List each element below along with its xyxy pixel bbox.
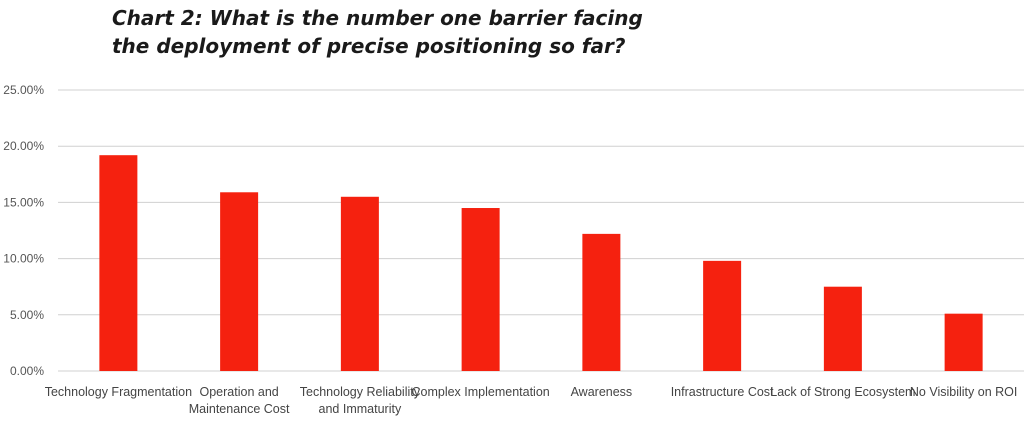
chart-title-line-2: the deployment of precise positioning so… <box>112 34 626 58</box>
bar <box>944 313 983 371</box>
x-tick-label: Technology Reliability and Immaturity <box>300 385 421 416</box>
x-tick-label: Complex Implementation <box>411 385 549 399</box>
x-tick-label: No Visibility on ROI <box>910 385 1017 399</box>
bar <box>461 208 500 371</box>
y-tick-label: 5.00% <box>10 308 44 322</box>
x-tick-label: Awareness <box>571 385 633 399</box>
x-tick-label: Technology Fragmentation <box>45 385 192 399</box>
y-tick-label: 20.00% <box>3 139 44 153</box>
x-axis-labels: Technology Fragmentation Operation and Mai… <box>45 385 1018 416</box>
chart-title-line-1: Chart 2: What is the number one barrier … <box>112 6 643 30</box>
bar <box>582 233 621 371</box>
bar <box>99 155 138 371</box>
x-tick-label: Infrastructure Cost <box>671 385 774 399</box>
x-tick-label: Operation and Maintenance Cost <box>189 385 290 416</box>
y-tick-label: 10.00% <box>3 252 44 266</box>
y-tick-label: 25.00% <box>3 83 44 97</box>
bar <box>703 260 742 371</box>
bars <box>99 155 983 371</box>
y-axis-ticks: 0.00% 5.00% 10.00% 15.00% 20.00% 25.00% <box>3 83 44 378</box>
chart-title: Chart 2: What is the number one barrier … <box>112 4 643 60</box>
bar <box>823 286 862 371</box>
y-tick-label: 15.00% <box>3 195 44 209</box>
y-tick-label: 0.00% <box>10 364 44 378</box>
bar <box>220 192 259 371</box>
grid-lines <box>58 89 1024 372</box>
x-tick-label: Lack of Strong Ecosystem <box>770 385 915 399</box>
bar <box>340 196 379 371</box>
